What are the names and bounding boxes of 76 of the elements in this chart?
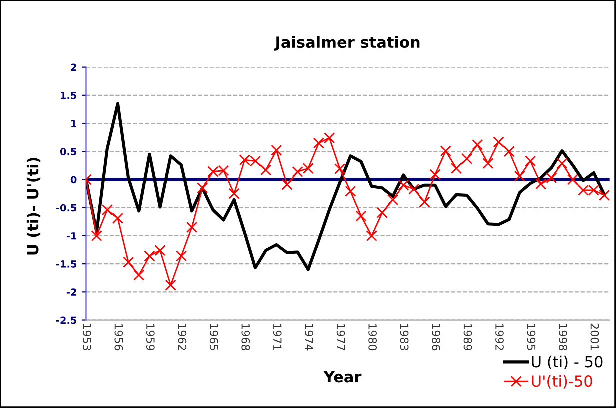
point <box>282 179 293 190</box>
x-tick-label: 1962 <box>178 324 187 350</box>
x-tick-label: 1992 <box>496 324 504 350</box>
point <box>598 190 610 202</box>
point <box>366 230 378 242</box>
point <box>408 184 420 195</box>
x-tick-label: 1965 <box>210 324 218 350</box>
point <box>419 196 430 208</box>
x-tick-label: 1980 <box>368 324 378 351</box>
point <box>398 180 410 191</box>
point <box>356 210 367 222</box>
legend-label: U'(ti)-50 <box>532 375 592 389</box>
point <box>504 146 515 158</box>
legend-label: U (ti) - 50 <box>532 356 603 370</box>
point <box>197 182 208 194</box>
point <box>536 178 547 190</box>
y-tick-label: 2 <box>71 64 76 72</box>
y-tick-label: 1 <box>72 120 77 128</box>
x-tick-label: 1998 <box>559 324 568 351</box>
x-tick-label: 1995 <box>527 324 536 350</box>
point <box>260 164 272 176</box>
x-tick-label: 1983 <box>400 324 409 350</box>
y-tick-label: -1 <box>66 232 77 240</box>
point <box>524 156 536 167</box>
y-tick-label: 1.5 <box>61 92 77 100</box>
point <box>430 169 441 180</box>
y-axis-title: U (ti)- U'(ti) <box>26 158 41 255</box>
point <box>112 212 124 224</box>
x-axis-title: Year <box>324 371 362 383</box>
point <box>345 186 356 198</box>
x-tick-label: 1953 <box>83 324 92 350</box>
point <box>165 280 176 291</box>
point <box>514 170 526 182</box>
x-tick-label: 1971 <box>273 324 282 350</box>
x-tick-label: 1968 <box>242 324 250 351</box>
point <box>334 164 346 175</box>
x-tick-label: 2001 <box>590 324 600 350</box>
x-tick-label: 1989 <box>464 324 472 351</box>
x-tick-label: 1986 <box>432 324 440 351</box>
chart-title: Jaisalmer station <box>274 36 420 51</box>
point <box>134 270 145 281</box>
point <box>186 222 198 234</box>
point <box>176 250 187 262</box>
point <box>546 172 558 184</box>
point <box>472 139 484 150</box>
point <box>271 144 282 156</box>
point <box>154 245 166 256</box>
point <box>387 194 399 206</box>
point <box>493 136 504 148</box>
point <box>324 132 336 144</box>
y-tick-label: -2 <box>66 288 76 296</box>
point <box>91 230 102 242</box>
point <box>556 158 568 169</box>
y-tick-label: 0 <box>70 176 77 184</box>
point <box>461 153 473 165</box>
y-tick-label: -1.5 <box>56 260 77 268</box>
point <box>292 166 304 178</box>
point <box>440 146 452 157</box>
point <box>102 204 113 216</box>
point <box>302 162 314 174</box>
y-tick-label: 0.5 <box>60 148 77 156</box>
point <box>144 250 156 262</box>
point <box>313 138 325 149</box>
point <box>482 158 494 169</box>
x-tick-label: 1974 <box>305 324 314 351</box>
y-tick-label: -0.5 <box>56 204 77 212</box>
point <box>228 188 240 200</box>
x-tick-label: 1956 <box>114 324 124 351</box>
x-tick-label: 1959 <box>146 324 155 351</box>
point <box>567 174 578 186</box>
line-series <box>86 102 606 272</box>
point <box>450 162 462 174</box>
point <box>376 207 388 218</box>
x-tick-label: 1977 <box>336 324 346 350</box>
point <box>122 256 134 268</box>
y-tick-label: -2.5 <box>56 316 77 324</box>
